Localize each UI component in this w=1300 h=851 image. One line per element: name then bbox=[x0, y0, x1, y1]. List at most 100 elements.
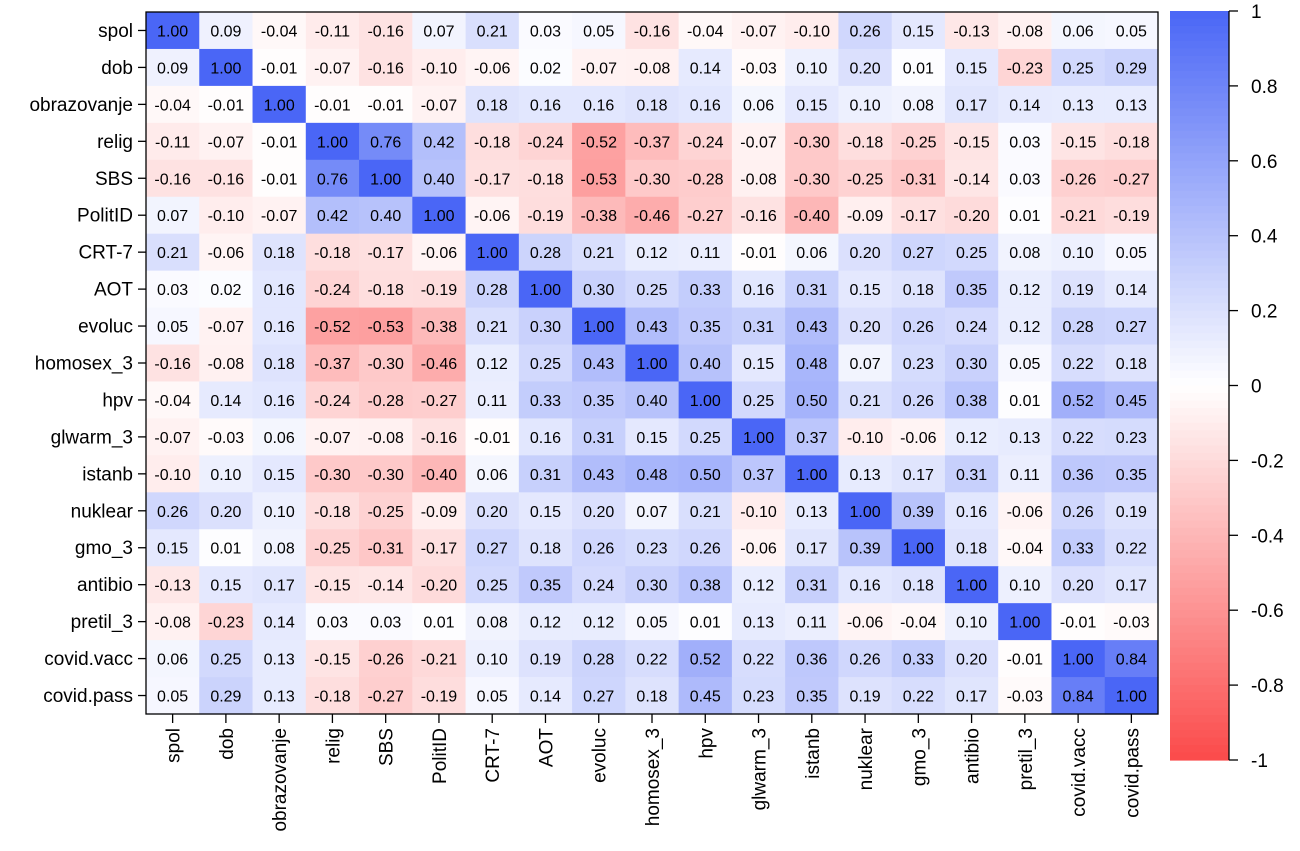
heatmap-cell bbox=[465, 640, 520, 678]
heatmap-cell bbox=[731, 307, 786, 346]
heatmap-cell bbox=[678, 381, 733, 420]
cell-value-label: 0.14 bbox=[690, 60, 721, 77]
heatmap-cell bbox=[998, 122, 1053, 161]
cell-value-label: 0.08 bbox=[903, 97, 934, 114]
cell-value-label: 0.21 bbox=[477, 319, 508, 336]
cell-value-label: -0.09 bbox=[847, 208, 884, 225]
heatmap-cell bbox=[785, 418, 840, 456]
heatmap-cell bbox=[518, 233, 573, 272]
heatmap-cell bbox=[572, 122, 626, 161]
heatmap-cell bbox=[252, 566, 307, 604]
heatmap-cell bbox=[359, 381, 413, 420]
heatmap-cell bbox=[785, 270, 840, 309]
cell-value-label: 0.35 bbox=[1116, 467, 1147, 484]
heatmap-cell bbox=[678, 270, 733, 309]
colorbar-segment bbox=[1170, 445, 1229, 454]
cell-value-label: 0.19 bbox=[849, 689, 880, 706]
cell-value-label: -0.37 bbox=[634, 134, 671, 151]
colorbar-segment bbox=[1170, 565, 1229, 574]
heatmap-cell bbox=[625, 48, 680, 87]
row-label: gmo_3 bbox=[75, 538, 133, 559]
cell-value-label: -0.06 bbox=[474, 60, 511, 77]
heatmap-cell bbox=[838, 603, 893, 641]
heatmap-cell bbox=[731, 270, 786, 309]
cell-value-label: 0.12 bbox=[636, 245, 667, 262]
colorbar-segment bbox=[1170, 415, 1229, 424]
cell-value-label: 0.06 bbox=[796, 245, 827, 262]
heatmap-cell bbox=[1051, 492, 1106, 530]
colorbar bbox=[1170, 11, 1229, 761]
colorbar-segment bbox=[1170, 745, 1229, 754]
cell-value-label: 0.40 bbox=[690, 356, 721, 373]
cell-value-label: 0.14 bbox=[264, 615, 295, 632]
cell-value-label: -0.40 bbox=[794, 208, 831, 225]
heatmap-cell bbox=[998, 529, 1053, 567]
colorbar-segment bbox=[1170, 333, 1229, 342]
cell-value-label: 0.35 bbox=[956, 282, 987, 299]
cell-value-label: 0.33 bbox=[690, 282, 721, 299]
cell-value-label: 0.42 bbox=[423, 134, 454, 151]
column-label: glwarm_3 bbox=[750, 728, 771, 810]
cell-value-label: 0.03 bbox=[530, 23, 561, 40]
heatmap-cell bbox=[359, 12, 413, 50]
colorbar-segment bbox=[1170, 430, 1229, 439]
cell-value-label: 0.31 bbox=[796, 578, 827, 595]
cell-value-label: 0.28 bbox=[477, 282, 508, 299]
row-label: PolitID bbox=[77, 206, 133, 227]
cell-value-label: 0.30 bbox=[956, 356, 987, 373]
heatmap-cell bbox=[465, 122, 520, 161]
heatmap-cell bbox=[785, 492, 840, 530]
colorbar-segment bbox=[1170, 355, 1229, 364]
heatmap-cell bbox=[199, 381, 254, 420]
heatmap-cell bbox=[891, 640, 946, 678]
cell-value-label: 0.84 bbox=[1116, 652, 1147, 669]
row-label: glwarm_3 bbox=[51, 427, 133, 448]
heatmap-cell bbox=[625, 529, 680, 567]
heatmap-cell bbox=[412, 603, 467, 641]
cell-value-label: 0.16 bbox=[264, 319, 295, 336]
colorbar-segment bbox=[1170, 407, 1229, 417]
colorbar-tick-label: -0.8 bbox=[1251, 676, 1284, 697]
cell-value-label: 0.10 bbox=[1063, 245, 1094, 262]
cell-value-label: 1.00 bbox=[1009, 615, 1040, 632]
heatmap-cell bbox=[305, 455, 360, 493]
heatmap-cell bbox=[252, 640, 307, 678]
cell-value-label: 1.00 bbox=[210, 60, 241, 77]
cell-value-label: 0.07 bbox=[423, 23, 454, 40]
cell-value-label: 0.52 bbox=[1063, 393, 1094, 410]
colorbar-segment bbox=[1170, 475, 1229, 484]
heatmap-cell bbox=[998, 307, 1053, 346]
heatmap-cell bbox=[891, 529, 946, 567]
heatmap-cell bbox=[678, 344, 733, 383]
heatmap-cell bbox=[359, 85, 413, 124]
cell-value-label: -0.19 bbox=[527, 208, 564, 225]
cell-value-label: 0.24 bbox=[583, 578, 614, 595]
colorbar-segment bbox=[1170, 625, 1229, 634]
cell-value-label: -0.11 bbox=[155, 134, 190, 151]
cell-value-label: 0.39 bbox=[849, 541, 880, 558]
colorbar-segment bbox=[1170, 587, 1229, 596]
heatmap-cell bbox=[625, 418, 680, 456]
cell-value-label: 0.09 bbox=[157, 60, 188, 77]
heatmap-cell bbox=[785, 677, 840, 715]
heatmap-cell bbox=[785, 529, 840, 567]
heatmap-cell bbox=[731, 48, 786, 87]
heatmap-cell bbox=[305, 640, 360, 678]
column-label: istanb bbox=[803, 728, 824, 779]
cell-value-label: 0.16 bbox=[743, 282, 774, 299]
heatmap-cell bbox=[944, 492, 999, 530]
heatmap-cell bbox=[1104, 344, 1159, 383]
heatmap-cell bbox=[678, 159, 733, 198]
cell-value-label: 0.43 bbox=[636, 319, 667, 336]
cell-value-label: -0.31 bbox=[367, 541, 404, 558]
column-label: CRT-7 bbox=[483, 728, 504, 783]
colorbar-segment bbox=[1170, 557, 1229, 566]
colorbar-segment bbox=[1170, 550, 1229, 559]
heatmap-cell bbox=[998, 196, 1053, 235]
colorbar-segment bbox=[1170, 18, 1229, 27]
cell-value-label: 0.05 bbox=[1009, 356, 1040, 373]
heatmap-cell bbox=[998, 85, 1053, 124]
heatmap-cell bbox=[572, 48, 626, 87]
cell-value-label: 0.12 bbox=[743, 578, 774, 595]
cell-value-label: 0.11 bbox=[690, 245, 720, 262]
